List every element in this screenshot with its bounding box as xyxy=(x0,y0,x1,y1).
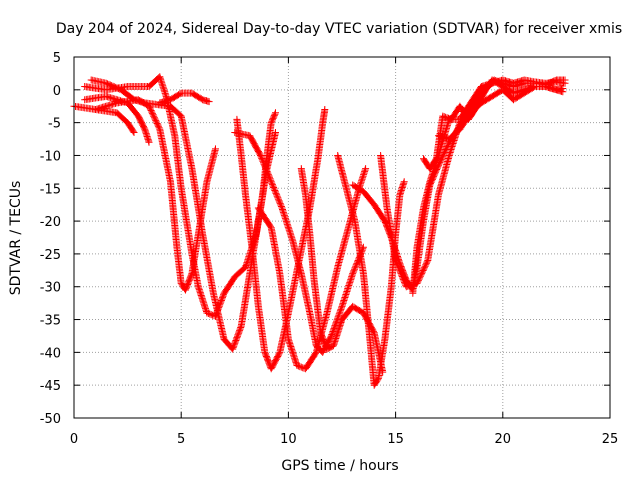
y-tick-label: -40 xyxy=(40,346,61,361)
x-axis-title: GPS time / hours xyxy=(281,458,398,474)
y-tick-label: -10 xyxy=(40,149,61,164)
x-tick-label: 5 xyxy=(177,432,185,447)
x-tick-label: 10 xyxy=(280,432,297,447)
data-markers xyxy=(334,152,408,389)
series-track-6 xyxy=(156,89,213,107)
y-tick-label: -5 xyxy=(48,117,61,132)
data-markers xyxy=(91,106,138,136)
data-markers xyxy=(81,92,153,146)
grid-lines xyxy=(74,57,610,418)
y-tick-label: -20 xyxy=(40,215,61,230)
series-track-5 xyxy=(91,106,138,136)
series-track-11 xyxy=(334,152,408,389)
tick-marks xyxy=(73,56,611,419)
data-markers xyxy=(156,89,213,107)
tick-labels: 0 5 10 15 20 25 5 0 -5 -10 -15 -20 -25 -30 -35 -40 -45 -5… xyxy=(40,51,619,447)
y-tick-label: -50 xyxy=(40,412,61,427)
x-tick-label: 0 xyxy=(70,432,78,447)
y-tick-label: -45 xyxy=(40,379,61,394)
data-markers xyxy=(297,165,387,376)
y-tick-label: -35 xyxy=(40,314,61,329)
y-tick-label: 5 xyxy=(53,51,61,66)
data-markers xyxy=(409,76,569,297)
y-tick-label: -30 xyxy=(40,281,61,296)
chart-title: Day 204 of 2024, Sidereal Day-to-day VTE… xyxy=(56,21,622,37)
y-tick-label: -15 xyxy=(40,182,61,197)
series-track-10 xyxy=(297,165,387,376)
data-layer xyxy=(70,73,569,389)
y-tick-label: -25 xyxy=(40,248,61,263)
x-tick-label: 20 xyxy=(495,432,512,447)
series-track-14 xyxy=(409,76,569,297)
y-axis-title: SDTVAR / TECUs xyxy=(8,181,24,296)
series-track-16 xyxy=(420,76,569,173)
x-tick-label: 25 xyxy=(602,432,619,447)
plot-frame xyxy=(73,56,611,419)
y-tick-label: 0 xyxy=(53,84,61,99)
data-markers xyxy=(420,76,569,173)
series-track-2 xyxy=(81,92,153,146)
x-tick-label: 15 xyxy=(387,432,404,447)
